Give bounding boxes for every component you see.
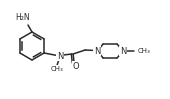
Text: H₂N: H₂N [16, 13, 30, 22]
Text: N: N [120, 47, 126, 56]
Text: N: N [94, 47, 100, 56]
Text: O: O [72, 62, 79, 71]
Text: N: N [57, 51, 63, 60]
Text: CH₃: CH₃ [138, 48, 151, 54]
Text: CH₃: CH₃ [51, 66, 64, 72]
